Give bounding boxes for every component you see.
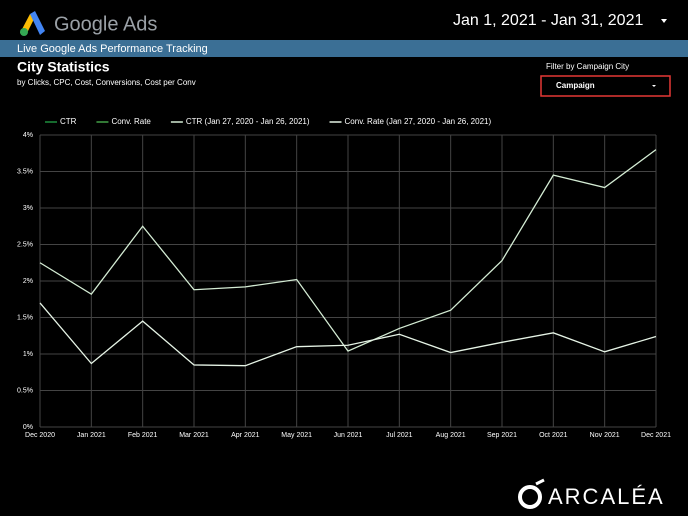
brand: Google Ads (54, 13, 157, 35)
x-tick-label: Jun 2021 (334, 432, 363, 439)
x-tick-label: Jan 2021 (77, 432, 106, 439)
x-tick-label: Sep 2021 (487, 432, 517, 439)
banner-text: Live Google Ads Performance Tracking (17, 43, 208, 55)
y-tick-label: 4% (23, 132, 33, 139)
legend-label: CTR (Jan 27, 2020 - Jan 26, 2021) (186, 117, 310, 126)
date-range[interactable]: Jan 1, 2021 - Jan 31, 2021 (453, 12, 643, 29)
x-tick-label: Dec 2021 (641, 432, 671, 439)
x-tick-label: Mar 2021 (179, 432, 209, 439)
filter-label: Filter by Campaign City (546, 62, 629, 71)
x-tick-label: Aug 2021 (436, 432, 466, 439)
google-ads-logo (20, 11, 45, 36)
filter-dropdown[interactable] (540, 75, 671, 97)
x-tick-label: Nov 2021 (590, 432, 620, 439)
legend-label: CTR (60, 117, 77, 126)
series-line (39, 149, 657, 352)
filter-arrow[interactable] (652, 85, 656, 87)
filter-value[interactable]: Campaign (556, 81, 595, 90)
series-line (39, 302, 657, 367)
x-tick-label: Apr 2021 (231, 432, 260, 439)
y-tick-label: 0% (23, 424, 33, 431)
legend-label: Conv. Rate (Jan 27, 2020 - Jan 26, 2021) (345, 117, 492, 126)
x-tick-label: Jul 2021 (386, 432, 413, 439)
y-tick-label: 3% (23, 205, 33, 212)
x-tick-label: Feb 2021 (128, 432, 158, 439)
arcalea-logo (518, 478, 545, 509)
y-tick-label: 2% (23, 278, 33, 285)
x-tick-label: Dec 2020 (25, 432, 55, 439)
y-tick-label: 2.5% (17, 241, 33, 248)
date-dropdown-arrow[interactable] (661, 19, 667, 23)
x-tick-label: May 2021 (281, 432, 312, 439)
x-tick-label: Oct 2021 (539, 432, 568, 439)
legend-label: Conv. Rate (111, 117, 151, 126)
y-tick-label: 3.5% (17, 168, 33, 175)
y-tick-label: 0.5% (17, 387, 33, 394)
y-tick-label: 1% (23, 351, 33, 358)
footer-logo: ARCALÉA (548, 484, 665, 509)
y-tick-label: 1.5% (17, 314, 33, 321)
chart-title: City Statistics (17, 59, 110, 75)
banner (0, 40, 688, 57)
chart-subtitle: by Clicks, CPC, Cost, Conversions, Cost … (17, 78, 196, 87)
